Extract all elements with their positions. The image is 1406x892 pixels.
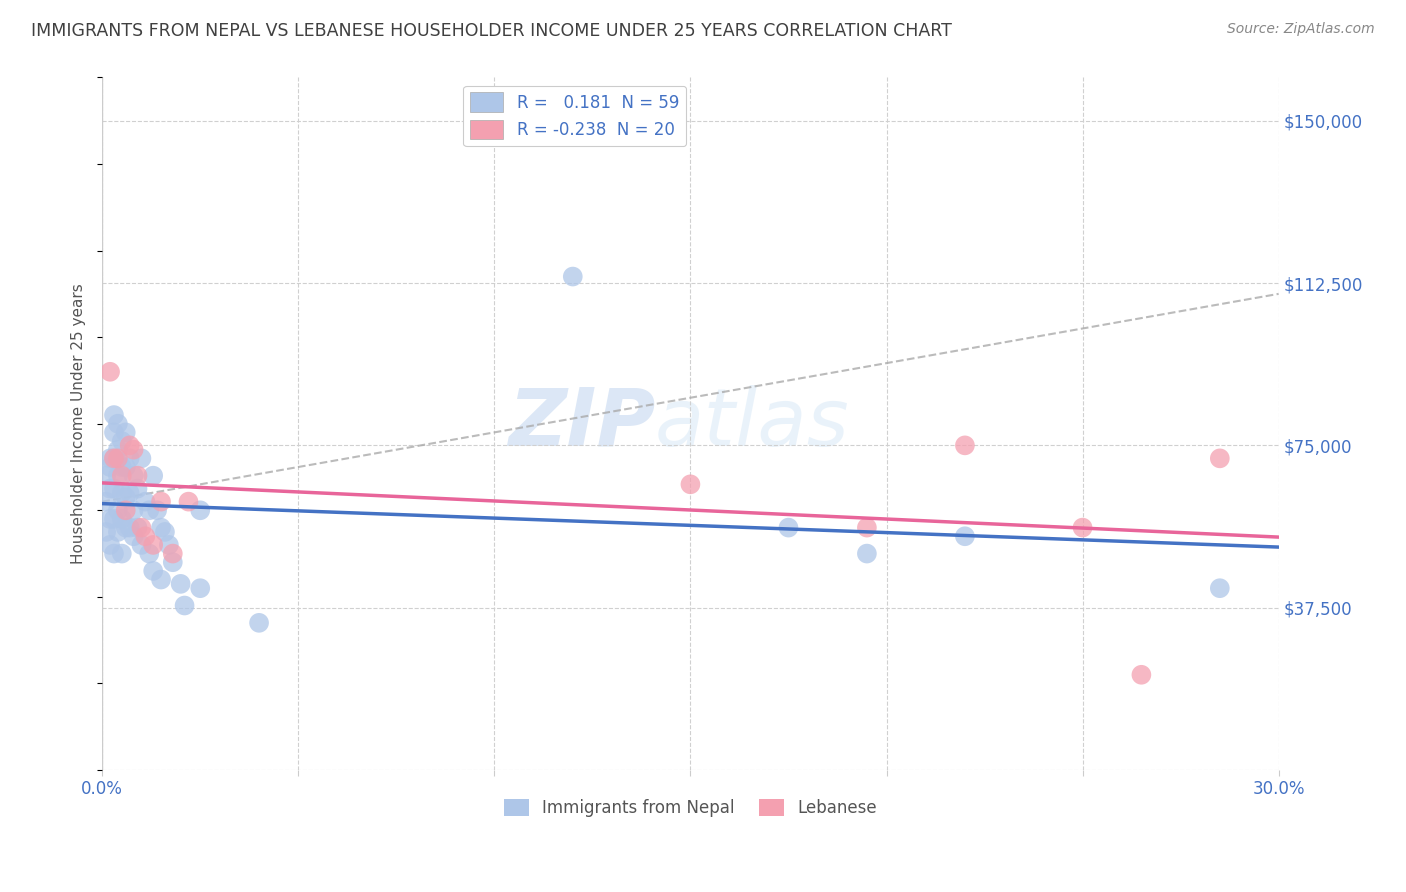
Point bbox=[114, 491, 136, 505]
Point bbox=[138, 547, 160, 561]
Point bbox=[122, 442, 145, 457]
Point bbox=[150, 494, 173, 508]
Text: atlas: atlas bbox=[655, 384, 849, 463]
Point bbox=[118, 520, 141, 534]
Point bbox=[111, 468, 134, 483]
Point bbox=[778, 520, 800, 534]
Point bbox=[131, 520, 153, 534]
Point bbox=[107, 524, 129, 539]
Point bbox=[188, 503, 211, 517]
Point bbox=[169, 577, 191, 591]
Point bbox=[1071, 520, 1094, 534]
Point bbox=[103, 425, 125, 440]
Point bbox=[114, 520, 136, 534]
Point bbox=[134, 529, 156, 543]
Point bbox=[103, 451, 125, 466]
Point bbox=[98, 512, 121, 526]
Point bbox=[856, 520, 879, 534]
Point bbox=[107, 468, 129, 483]
Point bbox=[111, 434, 134, 448]
Point bbox=[114, 460, 136, 475]
Point bbox=[953, 438, 976, 452]
Point bbox=[118, 486, 141, 500]
Point bbox=[127, 520, 149, 534]
Point bbox=[98, 538, 121, 552]
Point bbox=[131, 451, 153, 466]
Point bbox=[153, 524, 176, 539]
Point bbox=[94, 468, 117, 483]
Point bbox=[173, 599, 195, 613]
Point bbox=[103, 451, 125, 466]
Point bbox=[118, 438, 141, 452]
Point bbox=[127, 482, 149, 496]
Point bbox=[98, 482, 121, 496]
Point bbox=[111, 460, 134, 475]
Point bbox=[131, 538, 153, 552]
Point bbox=[107, 442, 129, 457]
Point bbox=[177, 494, 200, 508]
Point bbox=[1209, 581, 1232, 595]
Point bbox=[162, 555, 184, 569]
Point bbox=[247, 615, 270, 630]
Point bbox=[1209, 451, 1232, 466]
Point bbox=[561, 269, 583, 284]
Point bbox=[953, 529, 976, 543]
Point bbox=[98, 460, 121, 475]
Point bbox=[111, 547, 134, 561]
Point bbox=[103, 408, 125, 422]
Point bbox=[103, 547, 125, 561]
Point bbox=[98, 365, 121, 379]
Point bbox=[142, 468, 165, 483]
Point bbox=[103, 482, 125, 496]
Point bbox=[94, 494, 117, 508]
Point bbox=[150, 520, 173, 534]
Y-axis label: Householder Income Under 25 years: Householder Income Under 25 years bbox=[72, 284, 86, 564]
Point bbox=[146, 503, 169, 517]
Point bbox=[150, 573, 173, 587]
Point bbox=[162, 547, 184, 561]
Point bbox=[679, 477, 702, 491]
Point bbox=[138, 503, 160, 517]
Point bbox=[856, 547, 879, 561]
Text: ZIP: ZIP bbox=[508, 384, 655, 463]
Point bbox=[134, 494, 156, 508]
Point bbox=[111, 512, 134, 526]
Point bbox=[111, 486, 134, 500]
Point bbox=[122, 529, 145, 543]
Point bbox=[142, 564, 165, 578]
Text: IMMIGRANTS FROM NEPAL VS LEBANESE HOUSEHOLDER INCOME UNDER 25 YEARS CORRELATION : IMMIGRANTS FROM NEPAL VS LEBANESE HOUSEH… bbox=[31, 22, 952, 40]
Legend: Immigrants from Nepal, Lebanese: Immigrants from Nepal, Lebanese bbox=[496, 792, 884, 824]
Point bbox=[107, 503, 129, 517]
Point bbox=[127, 468, 149, 483]
Point bbox=[142, 538, 165, 552]
Point bbox=[114, 425, 136, 440]
Text: Source: ZipAtlas.com: Source: ZipAtlas.com bbox=[1227, 22, 1375, 37]
Point bbox=[107, 417, 129, 431]
Point bbox=[1130, 667, 1153, 681]
Point bbox=[122, 503, 145, 517]
Point bbox=[157, 538, 180, 552]
Point bbox=[98, 451, 121, 466]
Point bbox=[118, 451, 141, 466]
Point bbox=[103, 512, 125, 526]
Point bbox=[94, 524, 117, 539]
Point bbox=[107, 451, 129, 466]
Point bbox=[122, 468, 145, 483]
Point bbox=[188, 581, 211, 595]
Point bbox=[114, 503, 136, 517]
